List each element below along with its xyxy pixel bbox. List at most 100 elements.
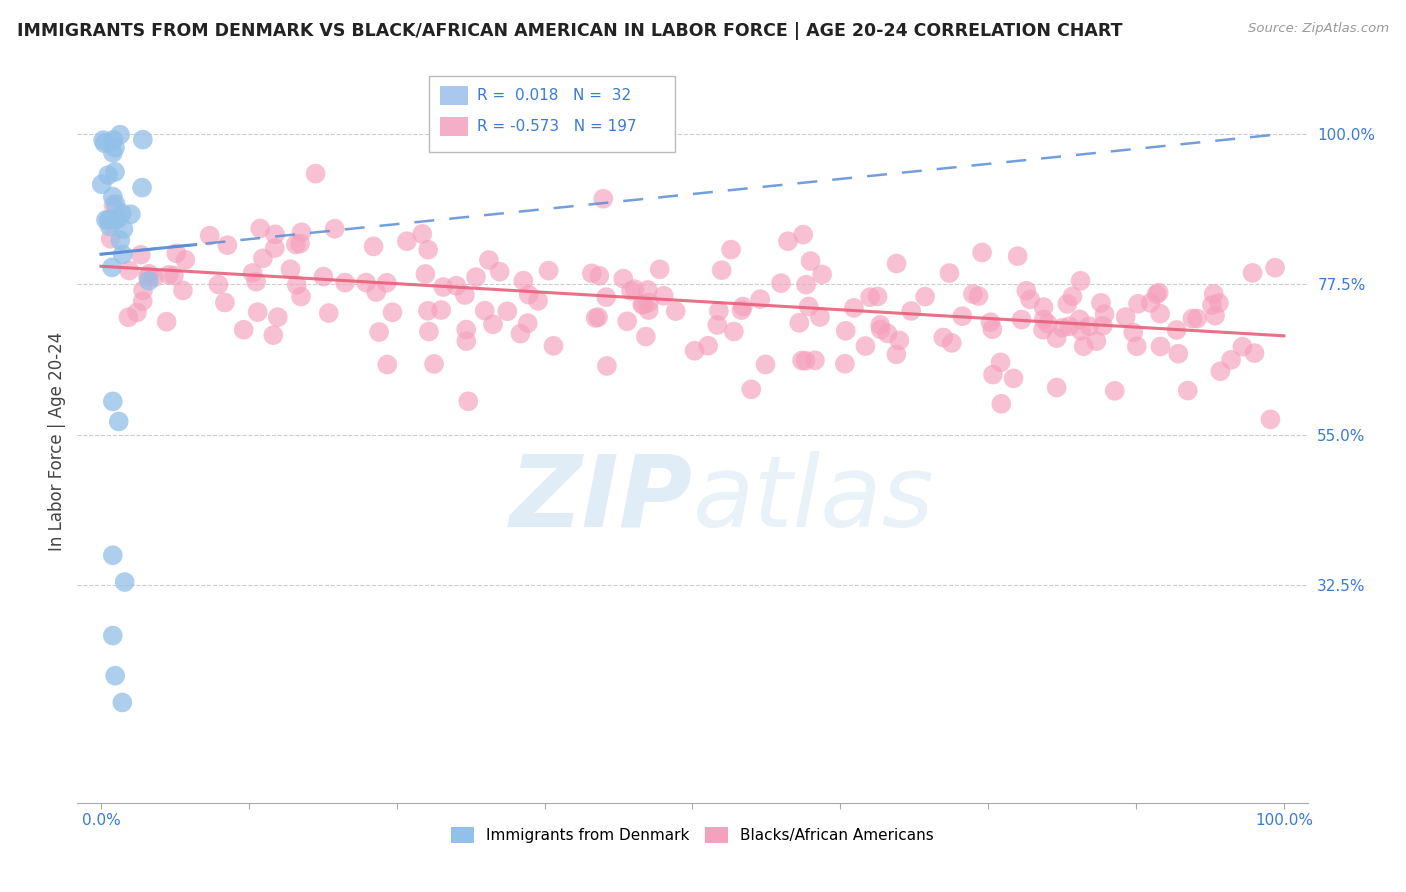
Point xyxy=(950,309,973,323)
Point xyxy=(432,280,454,294)
Point xyxy=(100,232,122,246)
Point xyxy=(595,290,617,304)
Point xyxy=(1126,339,1149,353)
Point xyxy=(1201,298,1223,312)
Point xyxy=(794,277,817,292)
Point xyxy=(990,355,1012,369)
Point xyxy=(938,266,960,280)
Point xyxy=(1056,297,1078,311)
Point xyxy=(808,310,831,324)
Point xyxy=(616,314,638,328)
Point xyxy=(103,198,125,212)
Point xyxy=(1149,339,1171,353)
Point xyxy=(697,339,720,353)
Point xyxy=(970,245,993,260)
Point xyxy=(790,353,813,368)
Point xyxy=(280,262,302,277)
Point xyxy=(110,233,132,247)
Point xyxy=(637,283,659,297)
Point xyxy=(132,294,155,309)
Point xyxy=(1126,297,1149,311)
Point xyxy=(104,165,127,179)
Point xyxy=(1204,309,1226,323)
Point xyxy=(981,368,1004,382)
Point xyxy=(120,207,142,221)
Point xyxy=(914,290,936,304)
Point xyxy=(242,266,264,280)
Point xyxy=(990,397,1012,411)
Point xyxy=(1220,352,1243,367)
Point xyxy=(418,243,440,257)
Point xyxy=(474,303,496,318)
Point xyxy=(517,287,540,301)
Point xyxy=(416,303,439,318)
Point xyxy=(1046,380,1069,394)
Point xyxy=(889,334,911,348)
Point xyxy=(478,253,501,268)
Point xyxy=(1208,296,1230,310)
Point xyxy=(730,303,752,318)
Point xyxy=(1139,296,1161,310)
Point xyxy=(98,219,121,234)
Point xyxy=(941,335,963,350)
Point xyxy=(962,287,984,301)
Point xyxy=(1032,323,1054,337)
Point xyxy=(456,334,478,348)
Point xyxy=(855,339,877,353)
Point xyxy=(797,300,820,314)
Point xyxy=(740,382,762,396)
Text: IMMIGRANTS FROM DENMARK VS BLACK/AFRICAN AMERICAN IN LABOR FORCE | AGE 20-24 COR: IMMIGRANTS FROM DENMARK VS BLACK/AFRICAN… xyxy=(17,22,1122,40)
Point xyxy=(129,248,152,262)
Point xyxy=(456,322,478,336)
Point xyxy=(136,269,159,284)
Point xyxy=(1090,295,1112,310)
Point xyxy=(138,274,160,288)
Point xyxy=(588,268,610,283)
Point xyxy=(312,269,335,284)
Point xyxy=(776,234,799,248)
Point xyxy=(586,310,609,325)
Point xyxy=(125,305,148,319)
Point xyxy=(165,246,187,260)
Point xyxy=(596,359,619,373)
Point xyxy=(720,243,742,257)
Point xyxy=(132,284,155,298)
Point xyxy=(482,318,505,332)
Point xyxy=(411,227,433,241)
Point xyxy=(1052,320,1074,334)
Point xyxy=(97,213,120,227)
Point xyxy=(683,343,706,358)
Y-axis label: In Labor Force | Age 20-24: In Labor Force | Age 20-24 xyxy=(48,332,66,551)
Point xyxy=(512,274,534,288)
Point xyxy=(1115,310,1137,324)
Text: Source: ZipAtlas.com: Source: ZipAtlas.com xyxy=(1249,22,1389,36)
Point xyxy=(101,260,124,275)
Point xyxy=(264,227,287,242)
Point xyxy=(1202,287,1225,301)
Point xyxy=(246,305,269,319)
Point xyxy=(104,669,127,683)
Point xyxy=(637,295,659,310)
Point xyxy=(375,276,398,290)
Legend: Immigrants from Denmark, Blacks/African Americans: Immigrants from Denmark, Blacks/African … xyxy=(446,822,939,849)
Point xyxy=(232,323,254,337)
Point xyxy=(859,290,882,304)
Point xyxy=(1166,323,1188,337)
Point xyxy=(1032,300,1054,314)
Point xyxy=(457,394,479,409)
Point xyxy=(97,168,120,182)
Point xyxy=(592,192,614,206)
Point xyxy=(290,225,312,239)
Text: R = -0.573   N = 197: R = -0.573 N = 197 xyxy=(477,120,637,134)
Point xyxy=(634,329,657,343)
Point xyxy=(1070,324,1092,338)
Point xyxy=(1209,364,1232,378)
Point xyxy=(430,303,453,318)
Point xyxy=(842,301,865,315)
Point xyxy=(101,394,124,409)
Point xyxy=(537,263,560,277)
Point xyxy=(706,318,728,332)
Point xyxy=(132,133,155,147)
Point xyxy=(1260,412,1282,426)
Point xyxy=(792,227,814,242)
